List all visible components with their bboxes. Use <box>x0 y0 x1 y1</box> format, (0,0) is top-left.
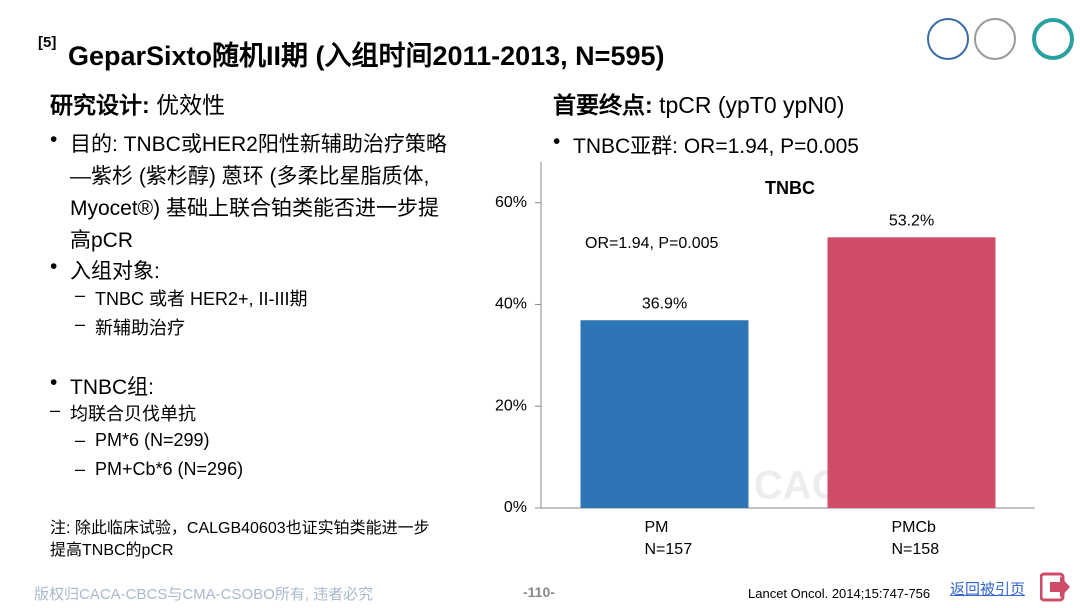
back-link[interactable]: 返回被引页 <box>950 581 1026 598</box>
y-tick-label: 60% <box>495 194 527 211</box>
bullet: 目的: TNBC或HER2阳性新辅助治疗策略 <box>50 128 447 158</box>
x-tick-label: PMCb <box>892 519 937 536</box>
reference: Lancet Oncol. 2014;15:747-756 <box>748 586 931 601</box>
value-label: 36.9% <box>642 295 687 312</box>
bullet-line: 高pCR <box>70 229 134 252</box>
title-ref: [5] <box>38 34 57 51</box>
x-tick-note: N=157 <box>645 541 693 558</box>
bullet: 入组对象: <box>50 255 160 285</box>
title: GeparSixto随机II期 (入组时间2011-2013, N=595) <box>68 41 665 71</box>
bullet-line: 均联合贝伐单抗 <box>50 400 196 426</box>
value-label: 53.2% <box>889 213 934 230</box>
sub-bullet: PM*6 (N=299) <box>75 430 209 451</box>
heading-text: tpCR (ypT0 ypN0) <box>659 92 845 118</box>
heading-text: 优效性 <box>156 92 226 118</box>
annotation: OR=1.94, P=0.005 <box>585 235 719 252</box>
note: 提高TNBC的pCR <box>50 542 174 559</box>
y-tick-label: 0% <box>504 499 527 516</box>
copyright: 版权归CACA-CBCS与CMA-CSOBO所有, 违者必究 <box>34 586 374 603</box>
bar <box>580 320 749 508</box>
x-tick-note: N=158 <box>892 541 940 558</box>
sub-bullet: PM+Cb*6 (N=296) <box>75 459 243 480</box>
page-number: -110- <box>523 584 555 600</box>
heading-label: 研究设计: <box>50 92 150 118</box>
back-icon[interactable] <box>1040 572 1072 602</box>
left-heading: 研究设计: 优效性 <box>50 86 225 120</box>
x-tick-label: PM <box>645 519 669 536</box>
bullet-line: Myocet®) 基础上联合铂类能否进一步提 <box>70 197 439 220</box>
logos <box>927 18 1074 60</box>
bullet-line: —紫杉 (紫杉醇) 蒽环 (多柔比星脂质体, <box>70 165 430 188</box>
chart-title: TNBC <box>765 178 815 198</box>
sub-bullet: 新辅助治疗 <box>75 314 185 340</box>
right-heading: 首要终点: tpCR (ypT0 ypN0) <box>553 86 844 120</box>
heading-label: 首要终点: <box>553 92 653 118</box>
note: 注: 除此临床试验，CALGB40603也证实铂类能进一步 <box>50 520 430 537</box>
bullet: TNBC亚群: OR=1.94, P=0.005 <box>553 130 859 160</box>
bullet: TNBC组: <box>50 371 154 401</box>
bar <box>827 237 996 508</box>
y-tick-label: 20% <box>495 397 527 414</box>
y-tick-label: 40% <box>495 296 527 313</box>
sub-bullet: TNBC 或者 HER2+, II-III期 <box>75 285 307 311</box>
